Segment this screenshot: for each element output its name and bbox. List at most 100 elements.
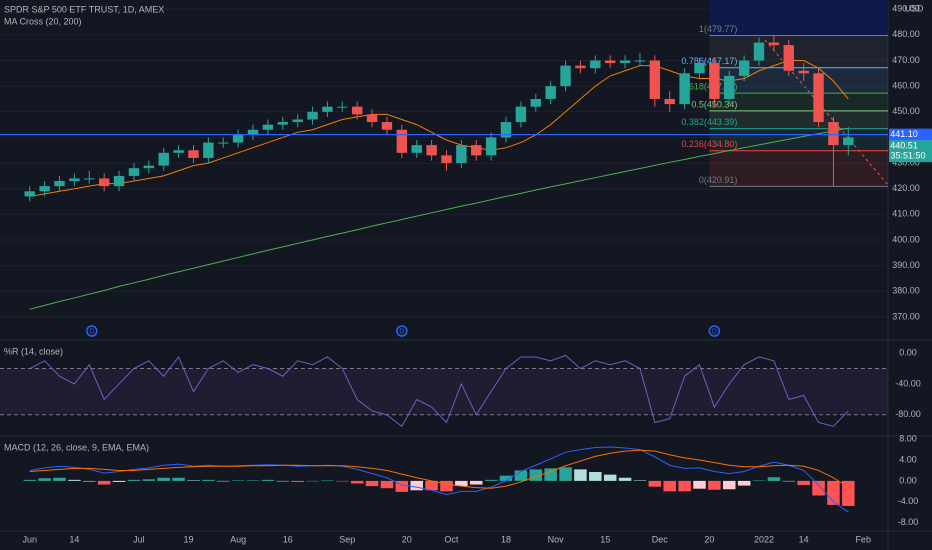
- fib-band: [709, 93, 888, 111]
- histogram-bar: [708, 480, 721, 490]
- candle-body: [619, 60, 631, 64]
- histogram-bar: [648, 480, 662, 487]
- candle-body: [738, 60, 750, 76]
- countdown: 35:51:50: [890, 151, 925, 161]
- histogram-bar: [216, 480, 230, 482]
- histogram-bar: [812, 480, 825, 496]
- histogram-bar: [633, 480, 647, 481]
- histogram-bar: [723, 480, 736, 490]
- y-tick-label: 4.00: [899, 454, 917, 464]
- y-tick-label: 400.00: [892, 234, 920, 244]
- x-tick-label: 15: [600, 534, 610, 544]
- candle-body: [203, 142, 214, 158]
- y-tick-label: 480.00: [892, 29, 920, 39]
- candle-body: [604, 60, 616, 64]
- histogram-bar: [142, 479, 156, 481]
- histogram-bar: [321, 480, 334, 481]
- candle-body: [471, 145, 482, 156]
- currency: USD: [904, 3, 924, 13]
- candle-body: [709, 63, 720, 99]
- y-tick-label: 420.00: [892, 183, 920, 193]
- histogram-bar: [68, 479, 81, 481]
- candle-body: [664, 98, 675, 105]
- candle-body: [411, 145, 422, 153]
- histogram-bar: [782, 480, 796, 482]
- histogram-bar: [767, 477, 781, 481]
- x-tick-label: 20: [402, 534, 412, 544]
- candle-body: [515, 106, 527, 123]
- x-tick-label: Nov: [548, 534, 565, 544]
- histogram-bar: [380, 480, 394, 489]
- candle-body: [679, 73, 690, 105]
- candle-body: [441, 155, 452, 164]
- x-tick-label: 18: [501, 534, 511, 544]
- y-tick-label: 380.00: [892, 286, 920, 296]
- x-tick-label: 20: [704, 534, 714, 544]
- histogram-bar: [97, 480, 111, 485]
- histogram-bar: [484, 479, 498, 481]
- histogram-bar: [514, 470, 528, 481]
- histogram-bar: [261, 479, 275, 481]
- candle-body: [396, 129, 408, 153]
- histogram-bar: [678, 480, 691, 492]
- line: [29, 446, 849, 513]
- candle-body: [39, 186, 50, 192]
- y-tick-label: 430.00: [892, 157, 920, 167]
- candle-body: [530, 98, 541, 107]
- candle-body: [485, 137, 497, 156]
- y-tick-label: 0.00: [899, 347, 917, 357]
- candle-body: [798, 70, 809, 74]
- histogram-bar: [202, 479, 215, 481]
- histogram-bar: [172, 477, 185, 481]
- chart-title: SPDR S&P 500 ETF TRUST, 1D, AMEX: [4, 4, 164, 14]
- y-tick-label: -4.00: [898, 496, 919, 506]
- candle-body: [98, 178, 110, 187]
- candle-body: [292, 119, 303, 123]
- candle-body: [173, 150, 184, 153]
- candle-body: [232, 134, 244, 143]
- dividend-label: D: [89, 328, 94, 335]
- candle-body: [322, 106, 333, 112]
- last-price-label: 440.51: [890, 141, 918, 151]
- histogram-bar: [455, 480, 468, 487]
- x-tick-label: Aug: [230, 534, 246, 544]
- y-tick-label: 370.00: [892, 311, 920, 321]
- histogram-bar: [693, 480, 706, 489]
- histogram-bar: [187, 480, 200, 481]
- candle-body: [843, 137, 854, 146]
- x-tick-label: Jul: [133, 534, 145, 544]
- candle-body: [724, 75, 735, 99]
- candle-body: [634, 60, 646, 62]
- last-price-tag: [889, 140, 932, 163]
- fib-label: 0.382(443.39): [681, 117, 737, 127]
- x-tick-label: Feb: [855, 534, 871, 544]
- candle-body: [218, 142, 229, 144]
- x-tick-label: Dec: [652, 534, 669, 544]
- candle-body: [351, 106, 363, 115]
- dividend-label: D: [399, 328, 404, 335]
- histogram-bar: [306, 480, 319, 482]
- fib-label: 0(420.91): [699, 175, 738, 185]
- y-tick-label: 390.00: [892, 260, 920, 270]
- histogram-bar: [440, 480, 453, 492]
- histogram-bar: [127, 479, 141, 481]
- price-tag-label: 441.10: [890, 129, 918, 139]
- fib-band: [709, 0, 888, 36]
- histogram-bar: [350, 480, 364, 484]
- x-tick-label: 14: [69, 534, 79, 544]
- candle-body: [813, 73, 824, 123]
- histogram-bar: [157, 477, 170, 481]
- candle-body: [69, 178, 80, 182]
- histogram-bar: [83, 480, 96, 482]
- band: [0, 368, 888, 415]
- x-tick-label: 16: [283, 534, 293, 544]
- histogram-bar: [365, 480, 379, 487]
- histogram-bar: [797, 480, 810, 486]
- histogram-bar: [276, 480, 290, 482]
- histogram-bar: [752, 480, 766, 481]
- y-tick-label: 410.00: [892, 209, 920, 219]
- y-tick-label: 470.00: [892, 55, 920, 65]
- fib-band: [709, 150, 888, 187]
